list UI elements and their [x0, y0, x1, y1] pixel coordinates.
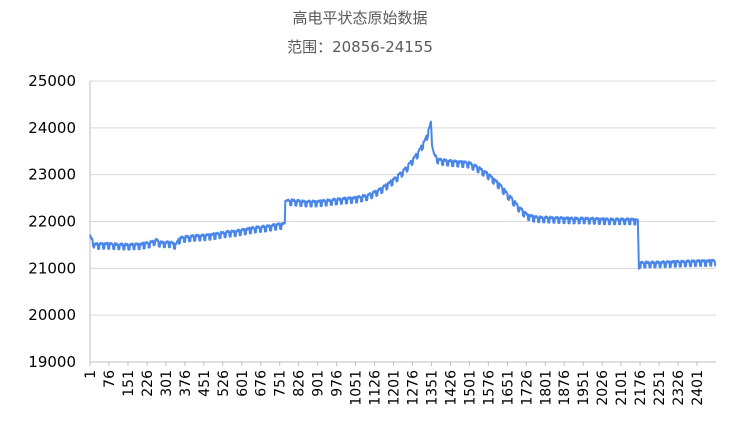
- x-tick-label: 601: [235, 370, 251, 397]
- x-tick-label: 1276: [405, 370, 421, 406]
- x-tick-label: 301: [159, 370, 175, 397]
- y-tick-label: 21000: [28, 259, 76, 277]
- y-tick-label: 19000: [28, 353, 76, 371]
- y-tick-label: 24000: [28, 119, 76, 137]
- x-tick-label: 2026: [595, 370, 611, 406]
- x-tick-label: 901: [311, 370, 327, 397]
- x-tick-label: 2326: [671, 370, 687, 406]
- chart-title: 高电平状态原始数据: [292, 9, 427, 27]
- x-tick-label: 226: [140, 370, 156, 397]
- x-tick-label: 1: [83, 370, 99, 379]
- y-axis-ticks: 19000 20000 21000 22000 23000 24000 25000: [28, 72, 76, 371]
- x-tick-label: 1651: [500, 370, 516, 406]
- gridlines: [90, 80, 716, 316]
- x-axis-ticks: 1 76 151 226 301 376 451 526 601 676 751 826 901 976 1…: [83, 362, 706, 406]
- x-tick-label: 2401: [690, 370, 706, 406]
- x-tick-label: 1801: [538, 370, 554, 406]
- y-tick-label: 20000: [28, 306, 76, 324]
- x-tick-label: 976: [330, 370, 346, 397]
- x-tick-label: 2251: [652, 370, 668, 406]
- x-tick-label: 1951: [576, 370, 592, 406]
- x-tick-label: 1576: [481, 370, 497, 406]
- y-tick-label: 25000: [28, 72, 76, 90]
- x-tick-label: 826: [292, 370, 308, 397]
- x-tick-label: 1051: [349, 370, 365, 406]
- series-group: [89, 120, 717, 270]
- y-tick-label: 23000: [28, 166, 76, 184]
- x-tick-label: 1201: [387, 370, 403, 406]
- x-tick-label: 1426: [443, 370, 459, 406]
- x-tick-label: 1351: [424, 370, 440, 406]
- x-tick-label: 151: [121, 370, 137, 397]
- x-tick-label: 2176: [633, 370, 649, 406]
- x-tick-label: 76: [102, 370, 118, 388]
- x-tick-label: 676: [254, 370, 270, 397]
- x-tick-label: 2101: [614, 370, 630, 406]
- x-axis: [89, 81, 716, 363]
- x-tick-label: 376: [178, 370, 194, 397]
- series-line: [89, 120, 717, 270]
- x-tick-label: 1501: [462, 370, 478, 406]
- x-tick-label: 751: [273, 370, 289, 397]
- y-tick-label: 22000: [28, 213, 76, 231]
- chart-subtitle: 范围：20856-24155: [287, 38, 433, 56]
- x-tick-label: 1876: [557, 370, 573, 406]
- x-tick-label: 1726: [519, 370, 535, 406]
- x-tick-label: 451: [197, 370, 213, 397]
- x-tick-label: 526: [216, 370, 232, 397]
- x-tick-label: 1126: [368, 370, 384, 406]
